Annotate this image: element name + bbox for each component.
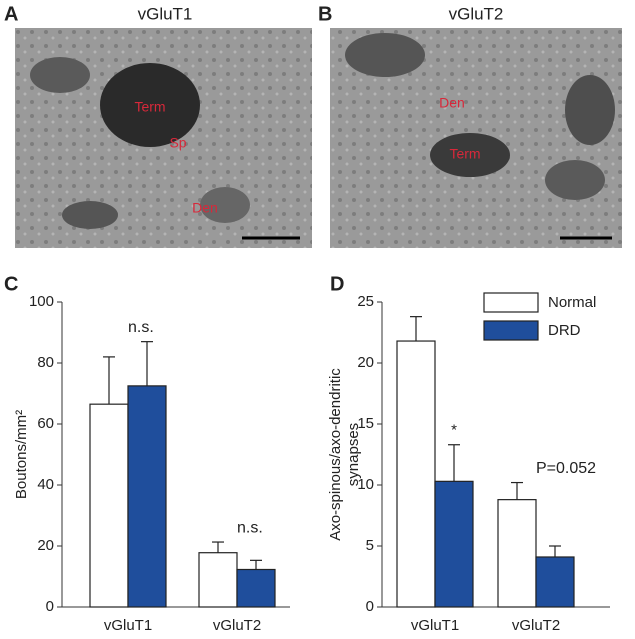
annotation: n.s. [237, 519, 263, 536]
y-tick-label: 0 [366, 598, 374, 615]
bar [396, 340, 436, 608]
annotation: * [451, 422, 457, 439]
annotation: n.s. [128, 319, 154, 336]
y-axis-label: Axo-spinous/axo-dendritic [327, 368, 344, 541]
x-tick-label: vGluT2 [512, 617, 560, 634]
bar [127, 385, 167, 608]
y-axis-label: synapses [345, 423, 362, 486]
panel-letter: D [330, 273, 344, 295]
y-tick-label: 5 [366, 537, 374, 554]
x-tick-label: vGluT2 [213, 617, 261, 634]
panel-title: vGluT1 [138, 4, 193, 23]
y-tick-label: 60 [37, 415, 54, 432]
x-tick-label: vGluT1 [411, 617, 459, 634]
panel-letter: B [318, 3, 332, 25]
structure-label: Den [439, 95, 465, 111]
bar [89, 403, 129, 608]
panel-letter: A [4, 3, 18, 25]
y-tick-label: 15 [357, 415, 374, 432]
panel-letter: C [4, 273, 18, 295]
legend-swatch [483, 320, 539, 341]
micrograph-a [15, 28, 312, 248]
legend-swatch [483, 292, 539, 313]
y-tick-label: 0 [46, 598, 54, 615]
annotation: P=0.052 [536, 460, 596, 477]
bar [236, 568, 276, 608]
bar [434, 480, 474, 608]
y-tick-label: 80 [37, 354, 54, 371]
legend-label: DRD [548, 322, 581, 339]
structure-label: Term [449, 146, 480, 162]
y-tick-label: 40 [37, 476, 54, 493]
structure-label: Sp [169, 135, 186, 151]
y-axis-label: Boutons/mm² [13, 410, 30, 499]
bar [497, 499, 537, 608]
y-tick-label: 20 [37, 537, 54, 554]
panel-title: vGluT2 [449, 4, 504, 23]
x-tick-label: vGluT1 [104, 617, 152, 634]
structure-label: Term [134, 99, 165, 115]
y-tick-label: 10 [357, 476, 374, 493]
y-tick-label: 25 [357, 293, 374, 310]
bar [535, 556, 575, 608]
micrograph-b [330, 28, 622, 248]
bar [198, 552, 238, 608]
legend-label: Normal [548, 294, 596, 311]
y-tick-label: 100 [29, 293, 54, 310]
structure-label: Den [192, 200, 218, 216]
y-tick-label: 20 [357, 354, 374, 371]
